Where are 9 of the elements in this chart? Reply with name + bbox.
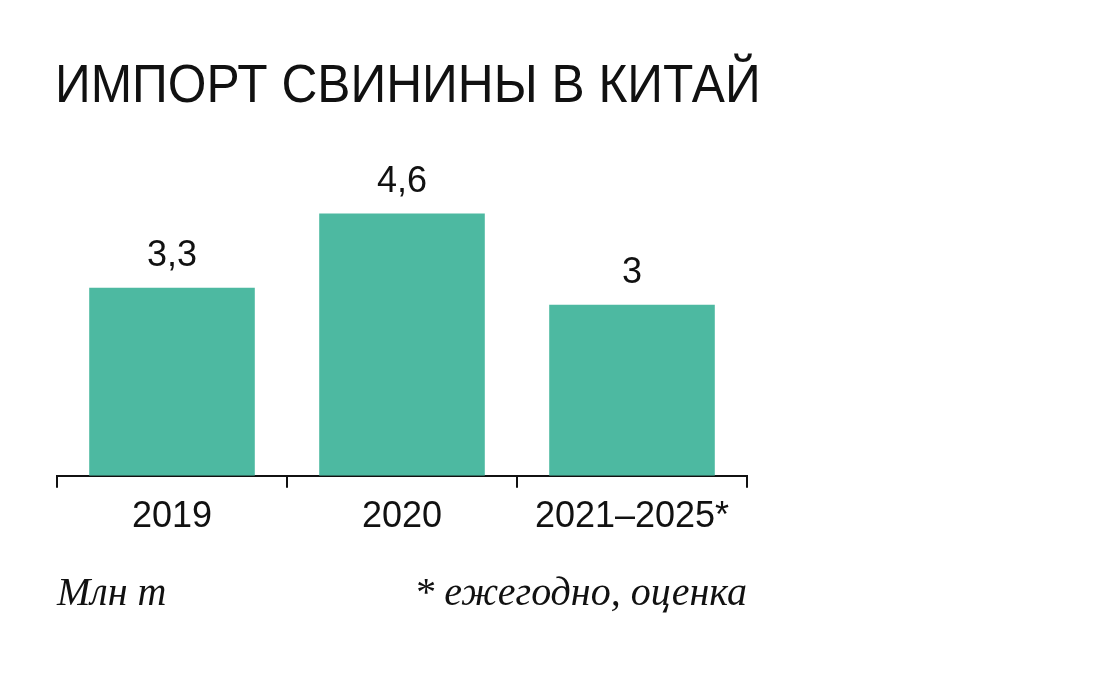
data-label: 3 xyxy=(621,249,643,291)
x-tick-label: 2019 xyxy=(131,494,213,536)
x-tick-label: 2020 xyxy=(361,494,443,536)
data-label: 4,6 xyxy=(376,158,428,200)
chart-title: ИМПОРТ СВИНИНЫ В КИТАЙ xyxy=(55,52,761,114)
text: * ежегодно, оценка xyxy=(414,568,747,615)
text: Млн т xyxy=(57,568,167,615)
x-tick-label: 2021–2025* xyxy=(534,494,730,536)
data-label: 3,3 xyxy=(146,232,198,274)
